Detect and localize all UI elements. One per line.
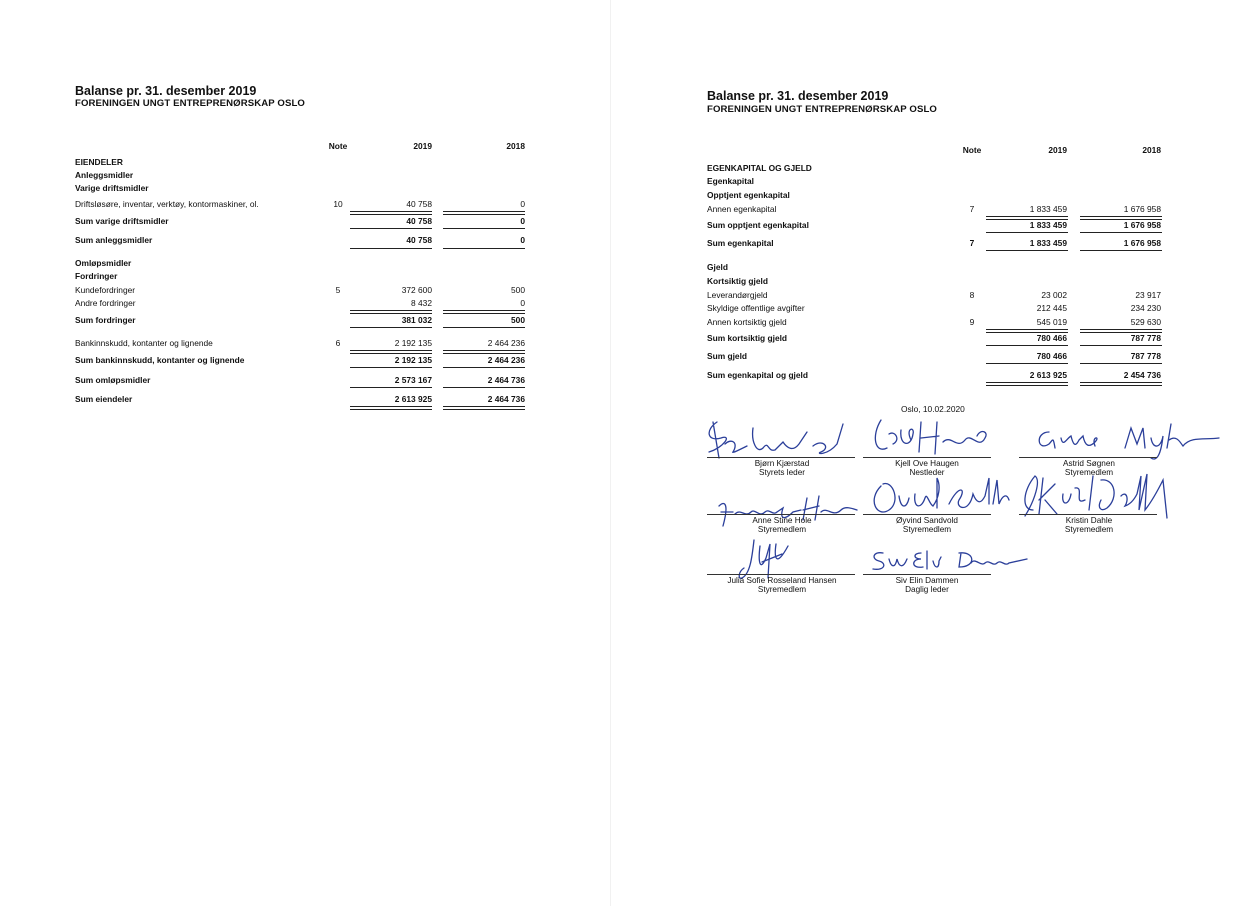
- signature-image: [718, 495, 858, 527]
- underline: [443, 387, 525, 388]
- header-2018: 2018: [506, 141, 525, 151]
- double-underline: [443, 406, 525, 410]
- signature-image: [873, 477, 1010, 513]
- signature-line: [707, 514, 855, 515]
- underline: [1080, 250, 1162, 251]
- double-underline: [350, 406, 432, 410]
- underline: [443, 248, 525, 249]
- underline: [350, 228, 432, 229]
- signatory: Siv Elin Dammen Daglig leder: [895, 576, 959, 594]
- underline: [986, 363, 1068, 364]
- company-name: FORENINGEN UNGT ENTREPRENØRSKAP OSLO: [75, 98, 305, 109]
- underline: [443, 310, 525, 314]
- underline: [1080, 329, 1162, 333]
- double-underline: [1080, 382, 1162, 386]
- company-name: FORENINGEN UNGT ENTREPRENØRSKAP OSLO: [707, 104, 937, 115]
- underline: [986, 216, 1068, 220]
- page-title: Balanse pr. 31. desember 2019: [75, 84, 257, 98]
- underline: [350, 387, 432, 388]
- underline: [350, 327, 432, 328]
- underline: [443, 211, 525, 215]
- underline: [350, 310, 432, 314]
- signature-line: [1019, 457, 1157, 458]
- underline: [986, 232, 1068, 233]
- underline: [350, 248, 432, 249]
- signatory: Astrid Søgnen Styremedlem: [1063, 459, 1115, 477]
- underline: [443, 350, 525, 354]
- signature-image: [738, 539, 789, 579]
- signatory: Julia Sofie Rosseland Hansen Styremedlem: [727, 576, 837, 594]
- balance-page-equity-liabilities: Balanse pr. 31. desember 2019 FORENINGEN…: [610, 0, 1240, 906]
- signatory: Kristin Dahle Styremedlem: [1064, 516, 1114, 534]
- underline: [986, 250, 1068, 251]
- underline: [1080, 216, 1162, 220]
- underline: [986, 329, 1068, 333]
- signature-line: [863, 457, 991, 458]
- underline: [986, 345, 1068, 346]
- column-headers: Note 2019 2018: [75, 140, 535, 152]
- double-underline: [986, 382, 1068, 386]
- signature-image: [1024, 473, 1168, 519]
- header-2019: 2019: [413, 141, 432, 151]
- column-headers: Note 2019 2018: [962, 145, 1161, 155]
- signatory: Bjørn Kjærstad Styrets leder: [754, 459, 810, 477]
- signatory: Anne Stine Hole Styremedlem: [752, 516, 812, 534]
- underline: [443, 228, 525, 229]
- signature-line: [863, 514, 991, 515]
- underline: [443, 327, 525, 328]
- page-title: Balanse pr. 31. desember 2019: [707, 89, 889, 103]
- underline: [350, 367, 432, 368]
- signatory: Kjell Ove Haugen Nestleder: [895, 459, 959, 477]
- signature-image: [872, 550, 1028, 570]
- signatory: Øyvind Sandvold Styremedlem: [896, 516, 958, 534]
- underline: [1080, 363, 1162, 364]
- signature-image: [874, 419, 987, 455]
- balance-page-assets: Balanse pr. 31. desember 2019 FORENINGEN…: [0, 0, 610, 906]
- signature-line: [707, 574, 855, 575]
- signature-line: [1019, 514, 1157, 515]
- header-note: Note: [328, 141, 348, 151]
- underline: [1080, 232, 1162, 233]
- underline: [1080, 345, 1162, 346]
- underline: [443, 367, 525, 368]
- underline: [350, 350, 432, 354]
- underline: [350, 211, 432, 215]
- signature-line: [707, 457, 855, 458]
- signature-image: [1038, 423, 1220, 460]
- signature-line: [863, 574, 991, 575]
- signature-image: [708, 421, 844, 459]
